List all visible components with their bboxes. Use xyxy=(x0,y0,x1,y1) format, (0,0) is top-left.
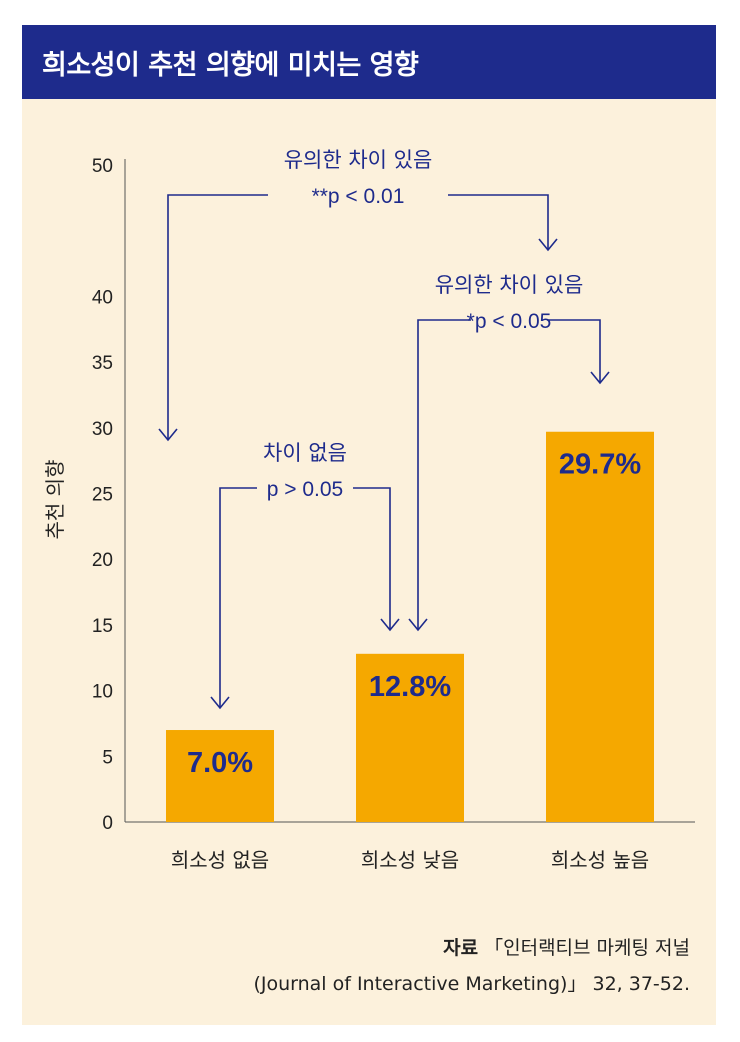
category-label: 희소성 없음 xyxy=(171,848,269,872)
source-text-2: (Journal of Interactive Marketing)」 32, … xyxy=(253,973,690,995)
y-tick-label: 15 xyxy=(92,616,113,637)
chart-card: 희소성이 추천 의향에 미치는 영향 0 5 10 15 20 25 30 35 40 50 추천 … xyxy=(22,25,716,1025)
annotation-left-line xyxy=(417,319,471,630)
source-text-1: 「인터랙티브 마케팅 저널 xyxy=(484,937,690,959)
bar-value-label: 7.0% xyxy=(187,747,253,779)
bar-value-label: 29.7% xyxy=(559,449,641,481)
annotation-right-line xyxy=(448,194,549,250)
bar-chart: 0 5 10 15 20 25 30 35 40 50 추천 의향 7.0% 희소성 없음 12.8% 희… xyxy=(43,148,695,872)
annotation-right-line xyxy=(353,487,391,630)
annotation-left-line xyxy=(167,194,268,440)
annotation-text: 유의한 차이 있음 xyxy=(284,148,433,172)
significance-annotation: 유의한 차이 있음 *p < 0.05 xyxy=(408,273,610,632)
y-tick-label: 30 xyxy=(92,419,113,440)
source-label: 자료 xyxy=(443,937,479,959)
y-tick-label: 50 xyxy=(92,156,113,177)
category-label: 희소성 낮음 xyxy=(361,848,459,872)
bar-value-label: 12.8% xyxy=(369,671,451,703)
title-bar: 희소성이 추천 의향에 미치는 영향 xyxy=(22,25,716,99)
y-tick-label: 25 xyxy=(92,485,113,506)
y-tick-label: 10 xyxy=(92,682,113,703)
bar xyxy=(546,431,654,822)
arrow-head xyxy=(538,238,558,252)
arrow-head xyxy=(158,428,178,442)
arrow-head xyxy=(380,618,400,632)
bar xyxy=(356,653,464,822)
annotation-pvalue: **p < 0.01 xyxy=(312,185,405,208)
y-tick-label: 20 xyxy=(92,550,113,571)
annotation-text: 유의한 차이 있음 xyxy=(435,273,584,297)
annotation-left-line xyxy=(219,487,257,708)
annotation-pvalue: p > 0.05 xyxy=(267,478,343,501)
y-tick-label: 40 xyxy=(92,287,113,308)
significance-annotation: 차이 없음 p > 0.05 xyxy=(210,441,400,710)
source-note: 자료 「인터랙티브 마케팅 저널 (Journal of Interactive… xyxy=(253,930,690,1002)
arrow-head xyxy=(590,371,610,385)
arrow-head xyxy=(408,618,428,632)
annotation-pvalue: *p < 0.05 xyxy=(467,310,552,333)
y-tick-label: 0 xyxy=(102,813,113,834)
y-tick-label: 5 xyxy=(102,747,113,768)
chart-title: 희소성이 추천 의향에 미치는 영향 xyxy=(42,50,419,81)
arrow-head xyxy=(210,696,230,710)
y-axis-label: 추천 의향 xyxy=(43,460,67,540)
y-tick-label: 35 xyxy=(92,353,113,374)
category-label: 희소성 높음 xyxy=(551,848,649,872)
annotation-text: 차이 없음 xyxy=(263,441,347,465)
significance-annotation: 유의한 차이 있음 **p < 0.01 xyxy=(158,148,558,442)
annotation-right-line xyxy=(547,319,601,383)
bar xyxy=(166,730,274,822)
